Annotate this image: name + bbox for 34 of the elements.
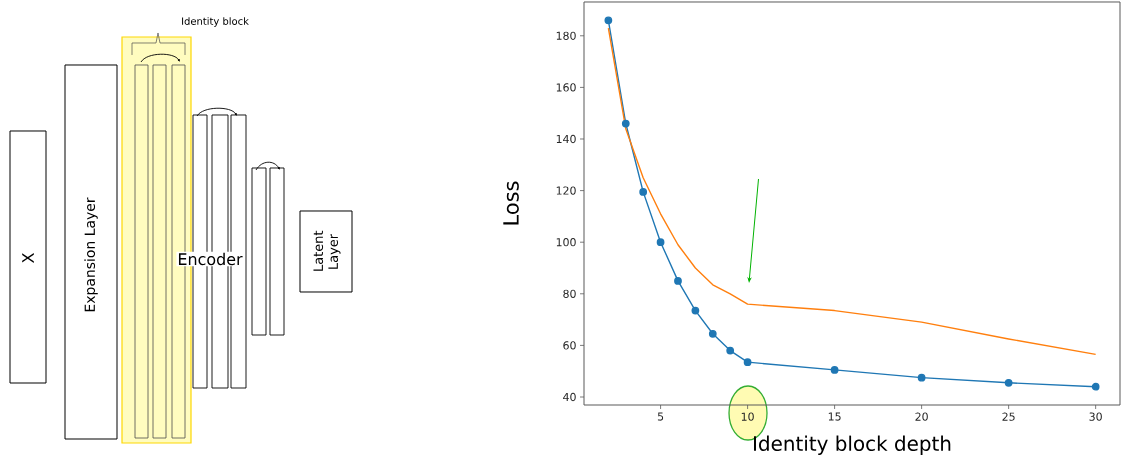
text: Latent Layer	[313, 230, 341, 271]
x-tick-label: 15	[828, 412, 841, 421]
x-tick-label: 30	[1089, 412, 1102, 421]
y-tick-label: 100	[556, 238, 576, 247]
y-tick-label: 140	[556, 134, 576, 144]
y-tick-label: 60	[563, 341, 576, 350]
y-tick-label: 120	[556, 186, 576, 195]
point	[726, 346, 735, 355]
point	[708, 329, 717, 338]
y-tick-label: 180	[556, 31, 576, 40]
point	[639, 188, 648, 196]
point	[656, 238, 665, 247]
point	[1004, 378, 1013, 387]
point	[917, 373, 926, 382]
y-tick-label: 160	[556, 83, 576, 92]
point	[604, 16, 613, 25]
point	[691, 306, 700, 315]
text: Expansion Layer	[84, 197, 98, 312]
point	[1091, 382, 1100, 391]
point	[621, 119, 630, 128]
x-axis-title: Identity block depth	[754, 435, 951, 455]
x-tick-label: 10	[741, 412, 754, 421]
point	[674, 277, 682, 285]
point	[830, 366, 839, 374]
text: X	[22, 253, 34, 263]
text: Identity block	[182, 17, 249, 27]
x-tick-label: 25	[1002, 412, 1015, 421]
y-tick-label: 40	[563, 392, 576, 402]
x-tick-label: 5	[657, 412, 664, 421]
y-axis-title: Loss	[503, 181, 519, 225]
y-tick-label: 80	[563, 289, 576, 298]
text: Encoder	[178, 252, 243, 266]
point	[743, 358, 752, 367]
x-tick-label: 20	[915, 412, 928, 421]
